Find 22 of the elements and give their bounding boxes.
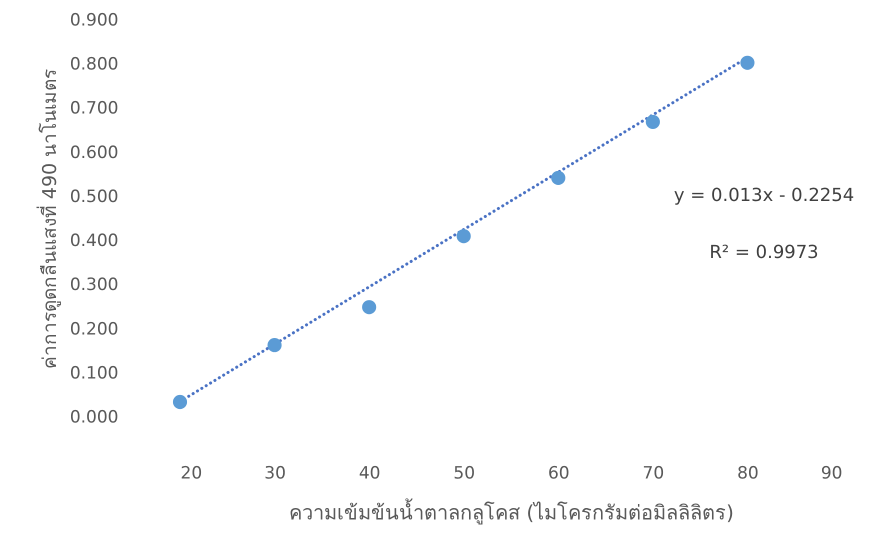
x-tick-label: 80 bbox=[737, 464, 759, 484]
y-tick-label: 0.400 bbox=[70, 231, 118, 252]
y-tick-label: 0.600 bbox=[70, 142, 118, 163]
y-tick-label: 0.800 bbox=[70, 54, 118, 75]
y-tick-label: 0.700 bbox=[70, 98, 118, 119]
y-axis-title: ค่าการดูดกลืนแสงที่ 490 นาโนเมตร bbox=[36, 68, 61, 370]
x-tick-label: 90 bbox=[820, 464, 842, 484]
y-tick-label: 0.200 bbox=[70, 319, 118, 340]
y-tick-label: 0.100 bbox=[70, 363, 118, 384]
x-tick-label: 60 bbox=[548, 464, 570, 484]
x-axis-title: ความเข้มข้นน้ำตาลกลูโคส (ไมโครกรัมต่อมิลลิลิตร) bbox=[289, 498, 734, 526]
y-tick-label: 0.900 bbox=[70, 10, 118, 30]
x-tick-label: 20 bbox=[180, 464, 202, 484]
x-tick-label: 50 bbox=[453, 464, 476, 484]
x-tick-label: 30 bbox=[264, 464, 286, 484]
y-tick-label: 0.000 bbox=[70, 408, 118, 428]
y-tick-label: 0.300 bbox=[70, 275, 118, 296]
x-tick-label: 70 bbox=[642, 464, 664, 484]
y-tick-label: 0.500 bbox=[70, 186, 118, 207]
x-tick-label: 40 bbox=[358, 464, 380, 484]
annotation: y = 0.013x - 0.2254 bbox=[674, 185, 854, 206]
annotation: R² = 0.9973 bbox=[709, 242, 819, 263]
